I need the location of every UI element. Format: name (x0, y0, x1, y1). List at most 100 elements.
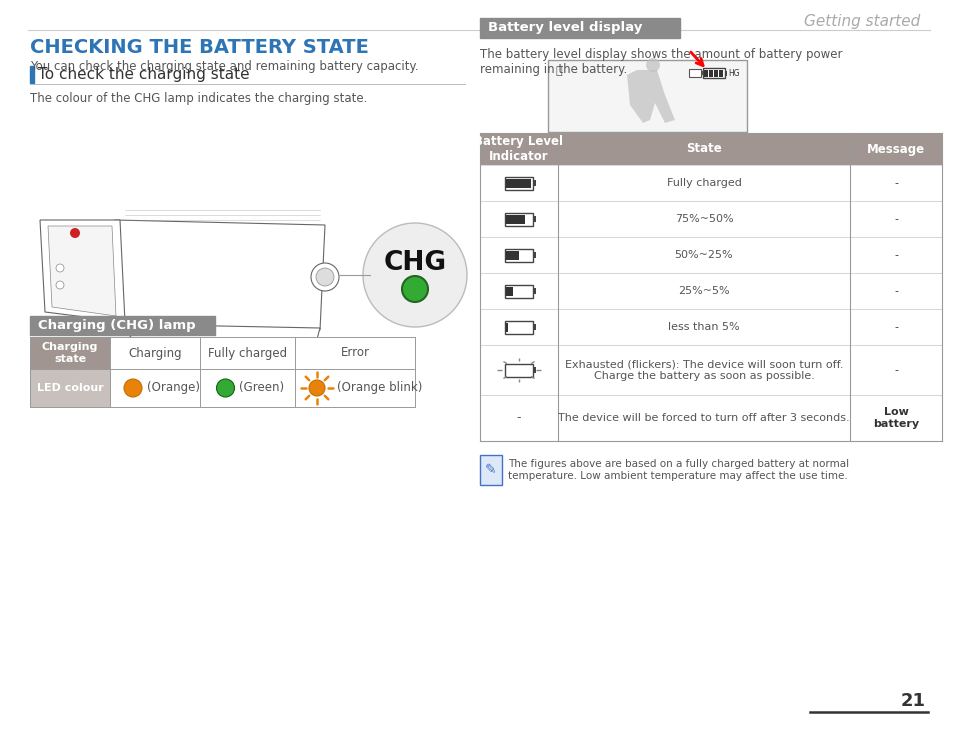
Bar (849, 395, 941, 441)
Bar (558, 201, 849, 237)
Text: Charging: Charging (128, 347, 182, 359)
Bar (688, 69, 700, 77)
Bar (708, 69, 712, 77)
Bar (533, 366, 536, 373)
Bar (200, 349, 220, 357)
Text: 25%~5%: 25%~5% (678, 286, 729, 296)
Bar (30, 369, 110, 407)
Text: The colour of the CHG lamp indicates the charging state.: The colour of the CHG lamp indicates the… (30, 92, 367, 105)
Circle shape (401, 276, 428, 302)
Bar (702, 68, 724, 78)
Text: Charging (CHG) lamp: Charging (CHG) lamp (38, 319, 195, 332)
Circle shape (70, 228, 80, 238)
Bar (713, 69, 718, 77)
Circle shape (309, 380, 325, 396)
Bar (504, 285, 533, 298)
Text: Fully charged: Fully charged (208, 347, 287, 359)
Circle shape (56, 281, 64, 289)
Text: LED colour: LED colour (36, 383, 103, 393)
Bar (504, 248, 533, 261)
Bar (533, 288, 536, 294)
Bar (506, 286, 512, 296)
Bar (479, 18, 679, 38)
Bar (479, 133, 558, 165)
Bar (849, 133, 941, 165)
Text: The battery level display shows the amount of battery power
remaining in the bat: The battery level display shows the amou… (479, 48, 841, 76)
Text: The device will be forced to turn off after 3 seconds.: The device will be forced to turn off af… (558, 413, 849, 423)
Bar (849, 309, 941, 345)
Bar (479, 201, 558, 237)
Circle shape (311, 263, 338, 291)
Circle shape (315, 268, 334, 286)
Bar (30, 316, 214, 335)
Bar (719, 69, 722, 77)
Bar (558, 395, 849, 441)
Bar (724, 71, 727, 75)
Bar (506, 179, 531, 188)
Bar (533, 216, 536, 222)
Text: ✎: ✎ (485, 463, 497, 477)
Text: -: - (893, 214, 897, 224)
Bar (558, 165, 849, 201)
Bar (170, 347, 190, 355)
Bar (849, 237, 941, 273)
Bar (558, 273, 849, 309)
Text: Low
battery: Low battery (872, 407, 918, 429)
Bar (479, 165, 558, 201)
Bar (479, 395, 558, 441)
Circle shape (645, 58, 659, 72)
Text: HG: HG (727, 69, 739, 77)
Text: 21: 21 (900, 692, 925, 710)
Bar (558, 345, 849, 395)
Text: (Green): (Green) (239, 382, 284, 394)
Bar (294, 337, 415, 369)
Text: -: - (893, 178, 897, 188)
Circle shape (56, 264, 64, 272)
Text: 50%~25%: 50%~25% (674, 250, 733, 260)
Bar (558, 309, 849, 345)
Text: CHG: CHG (383, 250, 446, 276)
Text: 📷: 📷 (556, 66, 562, 76)
Bar (703, 69, 707, 77)
Bar (504, 212, 533, 226)
Text: Getting started: Getting started (803, 14, 919, 29)
Text: -: - (893, 286, 897, 296)
Polygon shape (120, 324, 319, 365)
Text: Battery Level
Indicator: Battery Level Indicator (474, 135, 563, 163)
Polygon shape (626, 70, 675, 123)
Bar (849, 165, 941, 201)
Circle shape (216, 379, 234, 397)
Polygon shape (48, 226, 116, 316)
Bar (479, 455, 501, 485)
Polygon shape (115, 220, 325, 330)
Bar (479, 273, 558, 309)
Bar (533, 180, 536, 186)
Text: 75%~50%: 75%~50% (674, 214, 733, 224)
Text: Battery level display: Battery level display (488, 21, 641, 34)
Bar (479, 345, 558, 395)
Text: -: - (893, 250, 897, 260)
Text: less than 5%: less than 5% (667, 322, 739, 332)
Bar (504, 177, 533, 190)
Bar (700, 71, 702, 75)
Circle shape (124, 379, 142, 397)
Bar (558, 133, 849, 165)
FancyBboxPatch shape (547, 60, 746, 132)
Circle shape (363, 223, 467, 327)
Bar (30, 66, 34, 83)
Bar (849, 273, 941, 309)
Bar (230, 350, 250, 358)
Text: State: State (685, 142, 721, 155)
Bar (479, 237, 558, 273)
Text: Message: Message (866, 142, 924, 155)
Bar (558, 237, 849, 273)
Text: To check the charging state: To check the charging state (38, 67, 250, 82)
Bar (200, 337, 294, 369)
Bar (506, 323, 507, 331)
Bar (533, 323, 536, 330)
Bar (506, 250, 518, 259)
Bar (479, 309, 558, 345)
Text: -: - (517, 412, 520, 425)
Text: -: - (893, 322, 897, 332)
Polygon shape (40, 220, 125, 322)
